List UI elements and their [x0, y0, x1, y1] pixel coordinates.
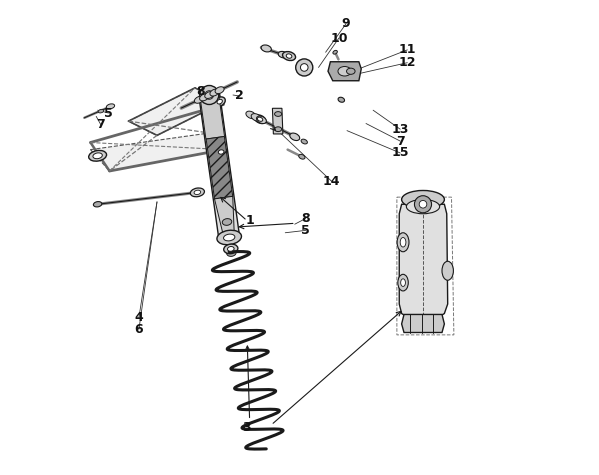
Ellipse shape — [215, 148, 227, 156]
Ellipse shape — [401, 279, 406, 286]
Ellipse shape — [210, 89, 219, 96]
Ellipse shape — [228, 247, 234, 251]
Ellipse shape — [251, 114, 261, 121]
Ellipse shape — [442, 261, 453, 280]
Ellipse shape — [215, 87, 224, 94]
Text: 9: 9 — [342, 17, 350, 30]
Ellipse shape — [223, 244, 238, 254]
Ellipse shape — [205, 92, 214, 98]
Ellipse shape — [400, 238, 406, 247]
Polygon shape — [273, 108, 283, 134]
Ellipse shape — [286, 54, 292, 58]
Ellipse shape — [214, 97, 225, 106]
Ellipse shape — [397, 233, 409, 252]
Ellipse shape — [347, 68, 355, 75]
Text: 5: 5 — [104, 106, 113, 120]
Polygon shape — [199, 94, 240, 239]
Text: 3: 3 — [242, 421, 250, 434]
Text: 1: 1 — [245, 214, 254, 228]
Polygon shape — [200, 94, 225, 139]
Circle shape — [296, 59, 313, 76]
Polygon shape — [206, 136, 233, 199]
Ellipse shape — [246, 111, 256, 119]
Ellipse shape — [401, 190, 444, 209]
Ellipse shape — [190, 188, 204, 197]
Ellipse shape — [338, 97, 344, 102]
Text: 10: 10 — [330, 31, 347, 45]
Ellipse shape — [254, 115, 266, 124]
Polygon shape — [90, 133, 223, 171]
Ellipse shape — [256, 116, 267, 124]
Circle shape — [205, 91, 213, 99]
Text: 13: 13 — [392, 123, 409, 136]
Ellipse shape — [406, 200, 440, 214]
Ellipse shape — [283, 52, 295, 60]
Text: 15: 15 — [392, 146, 409, 160]
Polygon shape — [328, 62, 361, 81]
Text: 8: 8 — [301, 212, 310, 225]
Ellipse shape — [199, 94, 208, 101]
Ellipse shape — [261, 45, 271, 52]
Ellipse shape — [274, 127, 282, 132]
Polygon shape — [129, 88, 223, 135]
Ellipse shape — [398, 275, 409, 291]
Polygon shape — [401, 314, 444, 332]
Ellipse shape — [217, 99, 222, 104]
Text: 12: 12 — [398, 56, 416, 69]
Text: 5: 5 — [301, 224, 310, 237]
Circle shape — [415, 196, 431, 213]
Ellipse shape — [333, 50, 337, 54]
Text: 4: 4 — [135, 311, 143, 324]
Ellipse shape — [106, 104, 114, 109]
Text: 14: 14 — [323, 175, 341, 188]
Circle shape — [199, 86, 219, 104]
Ellipse shape — [93, 201, 102, 207]
Polygon shape — [400, 204, 447, 319]
Ellipse shape — [226, 250, 236, 256]
Circle shape — [419, 200, 427, 208]
Ellipse shape — [223, 234, 235, 241]
Ellipse shape — [222, 218, 232, 225]
Ellipse shape — [274, 112, 282, 116]
Circle shape — [301, 64, 308, 71]
Ellipse shape — [299, 154, 305, 159]
Text: 11: 11 — [398, 43, 416, 57]
Ellipse shape — [89, 151, 107, 161]
Ellipse shape — [194, 190, 201, 195]
Ellipse shape — [258, 117, 263, 121]
Polygon shape — [214, 196, 234, 238]
Ellipse shape — [218, 150, 224, 154]
Ellipse shape — [290, 133, 300, 141]
Ellipse shape — [93, 153, 102, 159]
Ellipse shape — [98, 109, 104, 113]
Text: 6: 6 — [135, 323, 143, 336]
Text: 7: 7 — [96, 118, 105, 132]
Ellipse shape — [278, 51, 288, 58]
Ellipse shape — [217, 230, 241, 245]
Text: 7: 7 — [396, 134, 404, 148]
Ellipse shape — [338, 66, 351, 76]
Text: 8: 8 — [196, 85, 204, 98]
Ellipse shape — [301, 139, 307, 144]
Text: 2: 2 — [235, 89, 244, 103]
Ellipse shape — [195, 96, 204, 103]
